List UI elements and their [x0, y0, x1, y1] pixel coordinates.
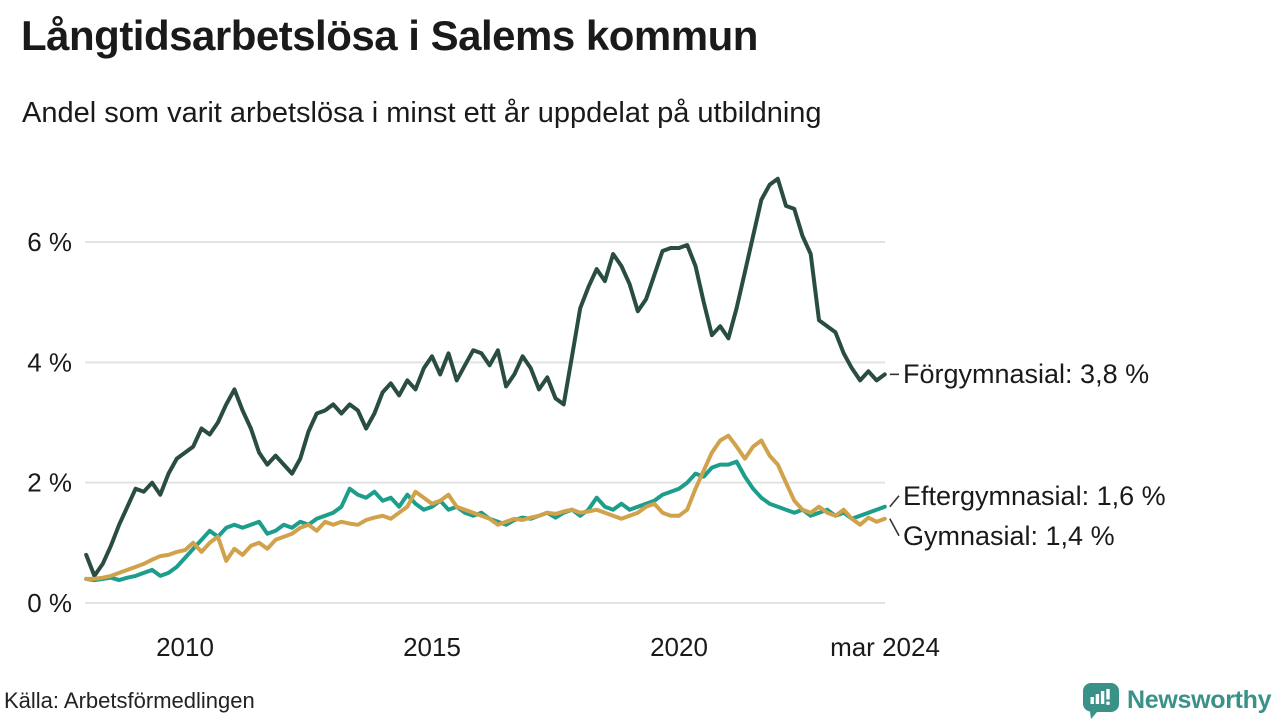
brand-name: Newsworthy [1127, 686, 1272, 714]
series-end-label-eftergymnasial: Eftergymnasial: 1,6 % [903, 480, 1166, 511]
page-subtitle: Andel som varit arbetslösa i minst ett å… [22, 97, 822, 129]
bar-3 [1100, 691, 1105, 704]
y-tick-label: 6 % [27, 227, 72, 257]
line-förgymnasial [84, 176, 887, 578]
label-connector [889, 518, 900, 537]
x-tick-label: mar 2024 [830, 632, 940, 662]
x-tick-label: 2020 [650, 632, 708, 662]
series-end-label-forgymnasial: Förgymnasial: 3,8 % [903, 359, 1150, 390]
exclamation-dot [1106, 701, 1110, 705]
bar-2 [1095, 694, 1100, 704]
y-tick-label: 2 % [27, 468, 72, 498]
series-end-label-gymnasial: Gymnasial: 1,4 % [903, 520, 1115, 551]
newsworthy-logo: Newsworthy [1082, 682, 1272, 719]
line-eftergymnasial [84, 459, 887, 583]
y-tick-label: 4 % [27, 347, 72, 377]
x-tick-label: 2015 [403, 632, 461, 662]
y-tick-label: 0 % [27, 588, 72, 618]
page-title: Långtidsarbetslösa i Salems kommun [21, 12, 758, 59]
exclamation-stem [1106, 689, 1110, 700]
newsworthy-bubble-icon [1083, 683, 1119, 719]
x-tick-label: 2010 [156, 632, 214, 662]
label-connector [889, 495, 900, 508]
bar-1 [1090, 697, 1094, 704]
line-gymnasial [84, 433, 887, 581]
source-note: Källa: Arbetsförmedlingen [4, 688, 255, 713]
